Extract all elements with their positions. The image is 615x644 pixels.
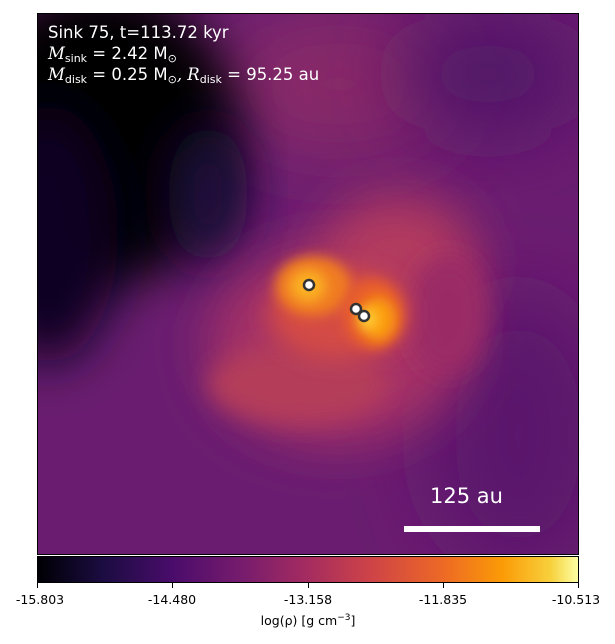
colorbar-tick bbox=[578, 583, 579, 588]
density-map: Sink 75, t=113.72 kyr Msink = 2.42 M⊙ Md… bbox=[37, 13, 579, 555]
colorbar-tick bbox=[37, 583, 38, 588]
colorbar-tick-label: -10.513 bbox=[551, 592, 601, 607]
disk-info-line: Mdisk = 0.25 M⊙, Rdisk = 95.25 au bbox=[48, 65, 320, 86]
colorbar-tick-label: -11.835 bbox=[418, 592, 468, 607]
sink-particle-marker bbox=[302, 278, 316, 292]
sink-info-line: Sink 75, t=113.72 kyr bbox=[48, 23, 229, 42]
colorbar-tick bbox=[172, 583, 173, 588]
scalebar bbox=[404, 526, 540, 532]
colorbar-tick-label: -14.480 bbox=[147, 592, 197, 607]
density-field bbox=[38, 14, 578, 554]
sink-particle-marker bbox=[349, 302, 363, 316]
scalebar-label: 125 au bbox=[430, 484, 503, 508]
sink-mass-line: Msink = 2.42 M⊙ bbox=[48, 44, 177, 65]
sink-particle-marker bbox=[357, 309, 371, 323]
colorbar-tick bbox=[443, 583, 444, 588]
colorbar-tick-label: -15.803 bbox=[15, 592, 65, 607]
colorbar-tick bbox=[308, 583, 309, 588]
colorbar-label: log(ρ) [g cm−3] bbox=[260, 613, 356, 629]
colorbar bbox=[37, 556, 579, 583]
colorbar-tick-label: -13.158 bbox=[283, 592, 333, 607]
